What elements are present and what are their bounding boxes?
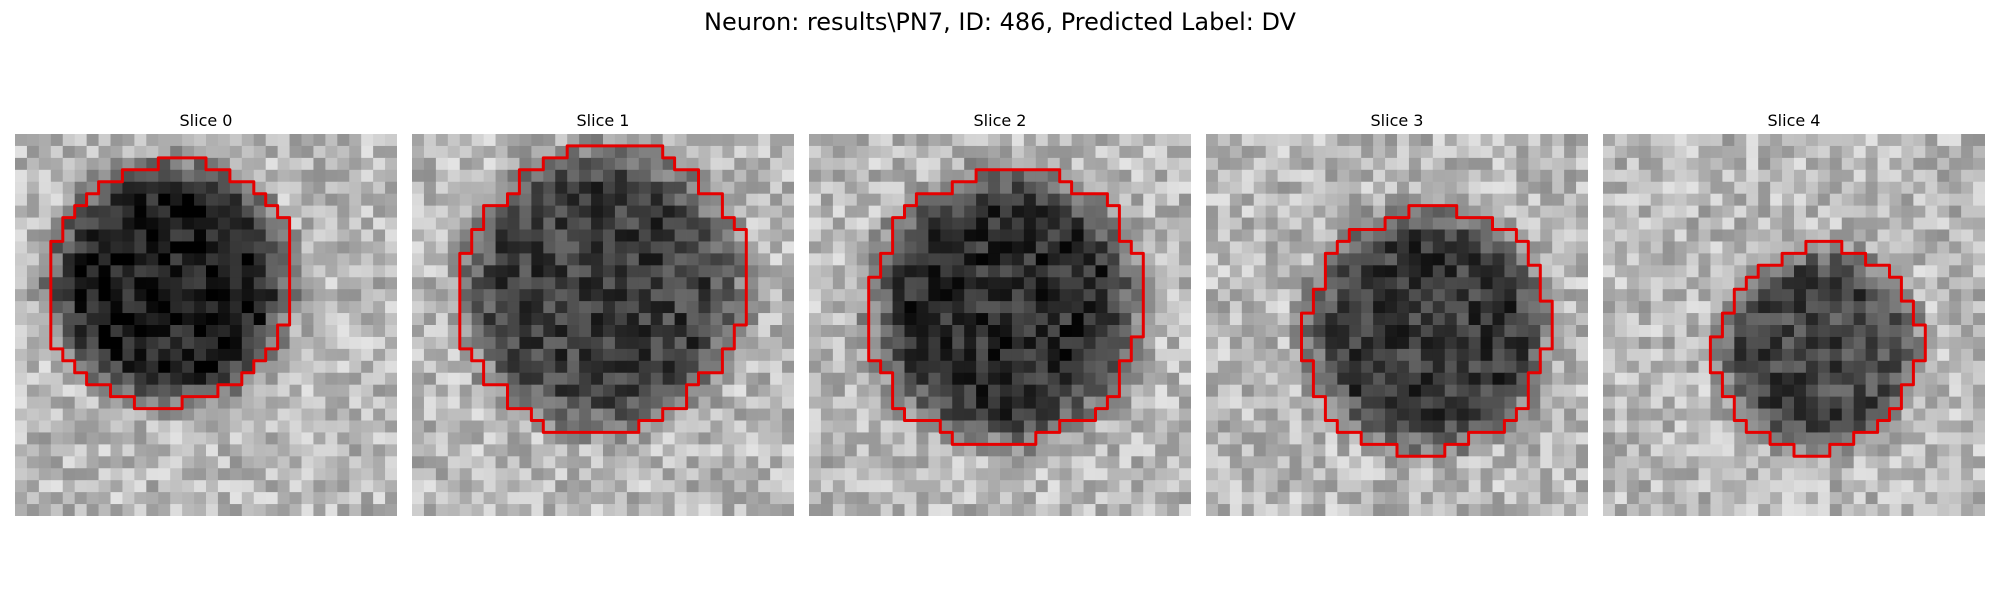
slice-panel-1: Slice 1 <box>412 108 794 516</box>
slice-svg-2 <box>809 134 1191 516</box>
cell-contour-2 <box>867 168 1145 446</box>
slice-pixels-2 <box>809 134 1191 516</box>
slice-title-2: Slice 2 <box>973 111 1027 130</box>
slice-image-4 <box>1603 134 1985 516</box>
slice-image-3 <box>1206 134 1588 516</box>
cell-contour-3 <box>1300 204 1554 458</box>
cell-contour-1 <box>458 144 748 434</box>
slice-image-1 <box>412 134 794 516</box>
slice-pixels-4 <box>1603 134 1985 516</box>
slice-image-0 <box>15 134 397 516</box>
slice-image-2 <box>809 134 1191 516</box>
slice-svg-4 <box>1603 134 1985 516</box>
slice-pixels-1 <box>412 134 794 516</box>
figure-title: Neuron: results\PN7, ID: 486, Predicted … <box>704 8 1296 36</box>
slice-svg-3 <box>1206 134 1588 516</box>
slice-title-3: Slice 3 <box>1370 111 1424 130</box>
slice-panel-4: Slice 4 <box>1603 108 1985 516</box>
slice-svg-1 <box>412 134 794 516</box>
slice-title-0: Slice 0 <box>179 111 233 130</box>
slice-title-4: Slice 4 <box>1767 111 1821 130</box>
slice-panel-3: Slice 3 <box>1206 108 1588 516</box>
slice-pixels-0 <box>15 134 397 516</box>
slice-panel-0: Slice 0 <box>15 108 397 516</box>
cell-contour-4 <box>1708 239 1927 458</box>
slice-pixels-3 <box>1206 134 1588 516</box>
slice-panel-2: Slice 2 <box>809 108 1191 516</box>
slice-title-1: Slice 1 <box>576 111 630 130</box>
slice-svg-0 <box>15 134 397 516</box>
cell-contour-0 <box>49 156 292 411</box>
